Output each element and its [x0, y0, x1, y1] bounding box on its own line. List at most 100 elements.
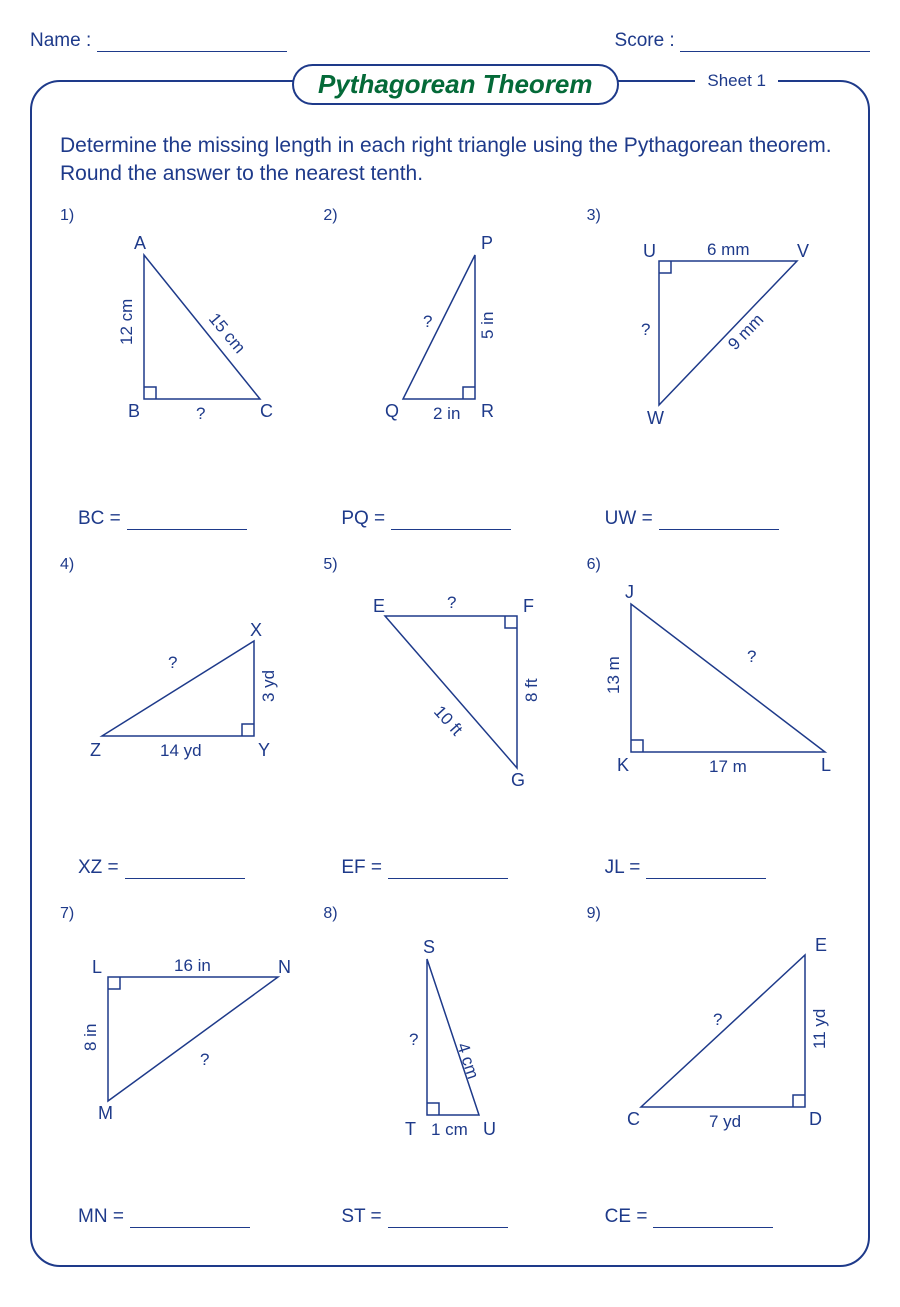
side-label: 8 ft: [522, 678, 541, 702]
answer-label: JL =: [605, 857, 641, 878]
vertex-label: T: [405, 1119, 416, 1139]
answer-prompt: PQ =: [341, 508, 511, 530]
answer-blank[interactable]: [391, 514, 511, 530]
side-label: 7 yd: [709, 1112, 741, 1131]
side-label: ?: [447, 593, 456, 612]
problem-number: 3): [587, 207, 601, 225]
side-label: 12 cm: [117, 298, 136, 344]
side-label: 10 ft: [430, 702, 466, 740]
problem-cell: 9)ECD11 yd7 yd?CE =: [587, 905, 840, 1240]
worksheet-frame: Pythagorean Theorem Sheet 1 Determine th…: [30, 80, 870, 1267]
answer-blank[interactable]: [127, 514, 247, 530]
problem-cell: 6)JKL13 m17 m?JL =: [587, 556, 840, 891]
side-label: 5 in: [478, 311, 497, 338]
name-blank[interactable]: [97, 34, 287, 52]
triangle-diagram: LNM16 in8 in?: [60, 925, 320, 1145]
problem-number: 9): [587, 905, 601, 923]
problem-number: 5): [323, 556, 337, 574]
name-label: Name :: [30, 30, 91, 51]
vertex-label: F: [523, 596, 534, 616]
answer-blank[interactable]: [646, 863, 766, 879]
vertex-label: E: [815, 935, 827, 955]
side-label: 2 in: [433, 404, 460, 423]
vertex-label: U: [643, 241, 656, 261]
problem-number: 6): [587, 556, 601, 574]
triangle-diagram: P Q R? 5 in 2 in: [323, 227, 583, 447]
vertex-label: D: [809, 1109, 822, 1129]
side-label: ?: [200, 1050, 209, 1069]
answer-prompt: BC =: [78, 508, 247, 530]
side-label: 16 in: [174, 956, 211, 975]
answer-label: PQ =: [341, 508, 385, 529]
triangle-diagram: XYZ3 yd14 yd?: [60, 576, 320, 796]
triangle-diagram: U V W 6 mm 9 mm?: [587, 227, 847, 447]
side-label: 6 mm: [707, 240, 750, 259]
vertex-label: V: [797, 241, 809, 261]
vertex-label: L: [821, 755, 831, 775]
answer-label: BC =: [78, 508, 121, 529]
triangle-diagram: S T U 4 cm? 1 cm: [323, 925, 583, 1145]
problem-cell: 8) S T U 4 cm? 1 cm ST =: [323, 905, 576, 1240]
side-label: ?: [713, 1010, 722, 1029]
side-label: ?: [409, 1030, 418, 1049]
triangle-diagram: A B C 12 cm 15 cm?: [60, 227, 320, 447]
problem-number: 2): [323, 207, 337, 225]
vertex-label: E: [373, 596, 385, 616]
answer-blank[interactable]: [130, 1212, 250, 1228]
problem-number: 1): [60, 207, 74, 225]
side-label: 4 cm: [454, 1040, 483, 1081]
vertex-label: S: [423, 937, 435, 957]
score-label: Score :: [615, 30, 675, 51]
problem-number: 7): [60, 905, 74, 923]
vertex-label: C: [260, 401, 273, 421]
side-label: 15 cm: [205, 309, 249, 357]
answer-blank[interactable]: [653, 1212, 773, 1228]
side-label: ?: [423, 312, 432, 331]
side-label: ?: [747, 647, 756, 666]
answer-blank[interactable]: [388, 1212, 508, 1228]
problem-cell: 1) A B C 12 cm 15 cm? BC =: [60, 207, 313, 542]
vertex-label: A: [134, 233, 146, 253]
side-label: ?: [196, 404, 205, 423]
vertex-label: Y: [258, 740, 270, 760]
side-label: ?: [168, 653, 177, 672]
side-label: 9 mm: [724, 310, 767, 354]
vertex-label: B: [128, 401, 140, 421]
problem-cell: 5)EFG?8 ft10 ftEF =: [323, 556, 576, 891]
vertex-label: U: [483, 1119, 496, 1139]
answer-prompt: JL =: [605, 857, 767, 879]
name-field: Name :: [30, 30, 287, 52]
side-label: 17 m: [709, 757, 747, 776]
score-blank[interactable]: [680, 34, 870, 52]
vertex-label: Z: [90, 740, 101, 760]
vertex-label: M: [98, 1103, 113, 1123]
vertex-label: P: [481, 233, 493, 253]
vertex-label: C: [627, 1109, 640, 1129]
problem-number: 8): [323, 905, 337, 923]
problem-cell: 7)LNM16 in8 in?MN =: [60, 905, 313, 1240]
vertex-label: G: [511, 770, 525, 790]
answer-blank[interactable]: [125, 863, 245, 879]
vertex-label: J: [625, 582, 634, 602]
answer-blank[interactable]: [388, 863, 508, 879]
vertex-label: R: [481, 401, 494, 421]
side-label: 1 cm: [431, 1120, 468, 1139]
answer-label: UW =: [605, 508, 653, 529]
side-label: 8 in: [81, 1023, 100, 1050]
triangle-diagram: E F G? 8 ft 10 ft: [323, 576, 583, 796]
vertex-label: Q: [385, 401, 399, 421]
answer-label: MN =: [78, 1206, 124, 1227]
answer-blank[interactable]: [659, 514, 779, 530]
side-label: 14 yd: [160, 741, 202, 760]
sheet-number: Sheet 1: [695, 71, 778, 91]
side-label: 13 m: [604, 656, 623, 694]
problem-number: 4): [60, 556, 74, 574]
triangle-diagram: JKL13 m17 m?: [587, 576, 847, 796]
answer-prompt: XZ =: [78, 857, 245, 879]
answer-label: ST =: [341, 1206, 381, 1227]
worksheet-title: Pythagorean Theorem: [292, 64, 619, 105]
problem-grid: 1) A B C 12 cm 15 cm? BC = 2) P Q R? 5 in 2 in PQ = 3)…: [60, 207, 840, 1240]
side-label: ?: [641, 320, 650, 339]
vertex-label: W: [647, 408, 664, 428]
answer-prompt: ST =: [341, 1206, 507, 1228]
